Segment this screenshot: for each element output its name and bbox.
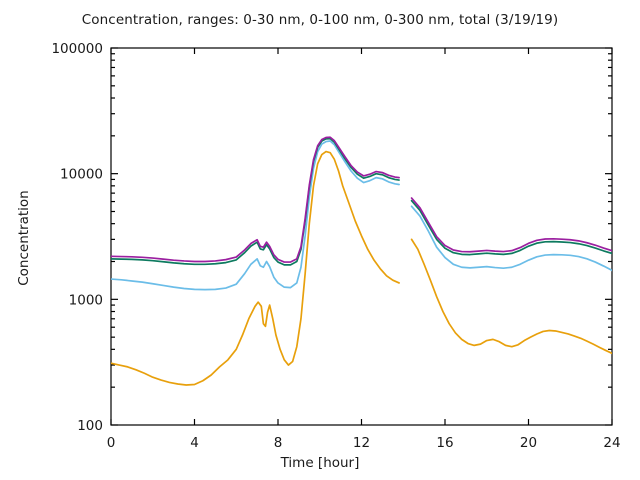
series-line-0-30-nm — [410, 238, 612, 355]
x-axis-label: Time [hour] — [280, 455, 360, 471]
tick-labels: 100 1000 10000 100000 0 4 8 12 16 20 24 — [51, 41, 620, 451]
x-tick-label: 4 — [190, 435, 199, 451]
data-series-group — [111, 136, 612, 386]
x-tick-label: 24 — [603, 435, 620, 451]
y-tick-label: 1000 — [69, 292, 103, 308]
axis-ticks — [110, 47, 613, 426]
chart-title: Concentration, ranges: 0-30 nm, 0-100 nm… — [81, 12, 559, 28]
series-line-0-30-nm — [111, 150, 400, 386]
series-line-total — [111, 136, 400, 263]
y-tick-label: 10000 — [60, 167, 103, 183]
x-tick-label: 0 — [107, 435, 116, 451]
y-tick-label: 100000 — [51, 41, 103, 57]
series-line-total — [410, 197, 612, 253]
x-tick-label: 16 — [436, 435, 453, 451]
x-tick-label: 8 — [274, 435, 283, 451]
x-tick-label: 12 — [353, 435, 370, 451]
series-line-0-300-nm — [410, 199, 612, 256]
y-axis-label: Concentration — [16, 190, 32, 286]
series-line-0-300-nm — [111, 137, 400, 266]
x-tick-label: 20 — [520, 435, 537, 451]
series-line-0-100-nm — [111, 140, 400, 291]
y-tick-label: 100 — [77, 418, 103, 434]
series-line-0-100-nm — [410, 205, 612, 272]
